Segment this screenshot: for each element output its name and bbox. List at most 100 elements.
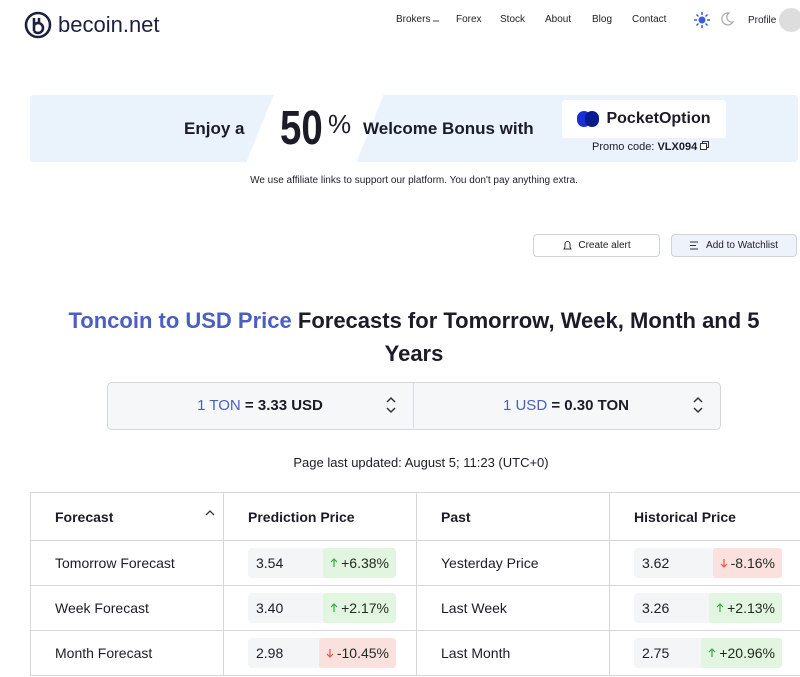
converter-field[interactable]: 1 TON = 3.33 USD (107, 382, 413, 428)
watchlist-button[interactable]: Add to Watchlist (671, 234, 797, 257)
past-label: Last Month (416, 630, 610, 676)
change-chip: +2.17% (323, 593, 396, 623)
price-cell: 3.62 -8.16% (609, 540, 800, 586)
promo-label: Promo code: (592, 141, 655, 153)
price-pill: 2.98 -10.45% (248, 638, 396, 668)
up-arrow (330, 558, 338, 567)
nav-link[interactable]: Stock (500, 14, 526, 25)
change-value: +6.38% (341, 555, 389, 571)
nav-link[interactable]: Forex (456, 14, 482, 25)
price-cell: 3.40 +2.17% (223, 585, 417, 631)
down-arrow (326, 649, 334, 658)
price-value: 3.54 (256, 555, 284, 571)
up-arrow (330, 603, 338, 612)
price-pill: 3.62 -8.16% (634, 548, 782, 578)
profile-avatar[interactable] (779, 8, 800, 32)
price-value: 3.26 (642, 600, 670, 616)
forecast-label: Week Forecast (30, 585, 224, 631)
price-cell: 2.98 -10.45% (223, 630, 417, 676)
change-value: +20.96% (719, 645, 775, 661)
forecast-label: Month Forecast (30, 630, 224, 676)
price-value: 2.98 (256, 645, 284, 661)
promo-code[interactable]: VLX094 (657, 141, 698, 153)
price-pill: 3.54 +6.38% (248, 548, 396, 578)
converter-from: 1 USD (502, 396, 548, 414)
price-pill: 3.40 +2.17% (248, 593, 396, 623)
table-body: Tomorrow Forecast 3.54 +6.38% Yesterday Pri… (30, 540, 800, 676)
converter (107, 382, 721, 430)
logo-text: becoin.net (58, 12, 160, 37)
swap-icon[interactable] (385, 396, 397, 414)
column-header: Historical Price (609, 492, 800, 541)
up-arrow (708, 648, 716, 657)
past-label: Last Week (416, 585, 610, 631)
promo-banner[interactable]: Enjoy a 50 % Welcome Bonus with PocketOp… (30, 95, 798, 162)
down-arrow (720, 559, 728, 568)
change-value: +2.17% (341, 600, 389, 616)
price-cell: 3.54 +6.38% (223, 540, 417, 586)
column-header: Prediction Price (223, 492, 417, 541)
column-header: Past (416, 492, 610, 541)
banner-lead: Enjoy a (184, 119, 245, 138)
header-text: Forecast (55, 508, 114, 525)
price-value: 3.62 (642, 555, 670, 571)
brand-icon (577, 111, 600, 127)
title-rest: Forecasts for Tomorrow, Week, Month and … (297, 308, 760, 366)
nav-link[interactable]: Brokers (396, 14, 440, 25)
copy-icon[interactable] (700, 141, 710, 150)
table-row: Tomorrow Forecast 3.54 +6.38% Yesterday Pri… (30, 540, 800, 586)
price-cell: 2.75 +20.96% (609, 630, 800, 676)
sort-icon (205, 509, 215, 515)
nav-text: Brokers (396, 14, 431, 25)
nav-link[interactable]: About (545, 14, 572, 25)
price-value: 3.40 (256, 600, 284, 616)
page-title: Toncoin to USD Price Forecasts for Tomor… (40, 304, 788, 370)
forecast-label: Tomorrow Forecast (30, 540, 224, 586)
converter-divider (413, 383, 414, 428)
change-chip: +20.96% (701, 638, 782, 668)
brand-box: PocketOption (562, 100, 726, 138)
price-pill: 3.26 +2.13% (634, 593, 782, 623)
banner-percent: 50 (280, 102, 323, 155)
change-value: -8.16% (730, 555, 775, 571)
table-row: Week Forecast 3.40 +2.17% Last Week 3.26 +2.1… (30, 585, 800, 631)
logo-icon (24, 11, 52, 39)
swap-icon[interactable] (692, 396, 704, 414)
brand-name: PocketOption (606, 110, 711, 127)
up-arrow (716, 603, 724, 612)
column-header[interactable]: Forecast (30, 492, 224, 541)
banner-tail: Welcome Bonus with (363, 119, 534, 138)
change-value: +2.13% (727, 600, 775, 616)
dark-theme-toggle[interactable] (720, 12, 734, 26)
change-chip: -10.45% (318, 638, 396, 668)
header-row: Forecast Prediction Price Past Historica… (30, 492, 800, 541)
last-updated: Page last updated: August 5; 11:23 (UTC+… (293, 455, 549, 470)
bell-icon (563, 241, 573, 250)
table-row: Month Forecast 2.98 -10.45% Last Month 2.75 +… (30, 630, 800, 676)
change-value: -10.45% (336, 645, 389, 661)
profile-label[interactable]: Profile (748, 15, 777, 26)
dropdown-caret (433, 20, 440, 22)
price-pill: 2.75 +20.96% (634, 638, 782, 668)
title-highlight: Toncoin to USD Price (68, 308, 292, 333)
change-chip: +6.38% (323, 548, 396, 578)
converter-field[interactable]: 1 USD = 0.30 TON (413, 382, 719, 428)
converter-to: = 0.30 TON (551, 396, 630, 414)
change-chip: -8.16% (712, 548, 782, 578)
create-alert-button[interactable]: Create alert (533, 234, 660, 257)
button-text: Add to Watchlist (706, 240, 778, 251)
forecast-table: Forecast Prediction Price Past Historica… (30, 492, 800, 676)
promo: Promo code: VLX094 (592, 141, 710, 153)
banner-percent-sign: % (328, 109, 352, 139)
logo[interactable]: becoin.net (24, 11, 160, 39)
list-icon (690, 241, 699, 250)
converter-from: 1 TON (197, 396, 241, 414)
nav-link[interactable]: Blog (592, 14, 613, 25)
price-cell: 3.26 +2.13% (609, 585, 800, 631)
light-theme-toggle[interactable] (694, 12, 710, 28)
converter-to: = 3.33 USD (244, 396, 323, 414)
disclaimer: We use affiliate links to support our pl… (250, 175, 578, 186)
nav-link[interactable]: Contact (632, 14, 667, 25)
